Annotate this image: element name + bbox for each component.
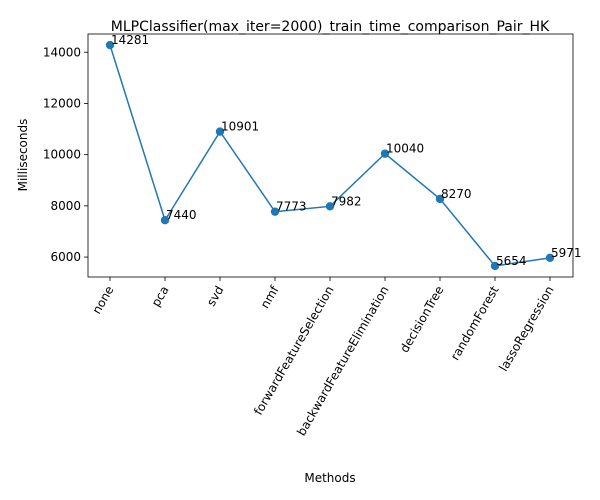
data-point bbox=[490, 261, 500, 271]
data-label: 7982 bbox=[331, 194, 362, 208]
data-point bbox=[270, 207, 280, 216]
data-label: 10901 bbox=[221, 120, 259, 134]
x-tick-label: decisionTree bbox=[397, 284, 446, 355]
x-tick-label: lassoRegression bbox=[496, 284, 556, 374]
x-tick-label: nmf bbox=[258, 283, 282, 311]
data-label: 14281 bbox=[111, 33, 149, 47]
data-label: 8270 bbox=[441, 187, 472, 201]
data-point bbox=[215, 127, 225, 136]
plot-frame bbox=[87, 33, 574, 278]
x-tick-label: pca bbox=[149, 284, 172, 310]
data-point bbox=[160, 216, 170, 225]
data-label: 5971 bbox=[551, 246, 582, 260]
y-axis-label: Milliseconds bbox=[16, 119, 30, 192]
chart-title: MLPClassifier(max_iter=2000)_train_time_… bbox=[111, 19, 550, 35]
y-tick-label: 6000 bbox=[50, 250, 81, 264]
data-point bbox=[380, 149, 390, 158]
data-point bbox=[325, 202, 335, 211]
y-tick-label: 14000 bbox=[43, 45, 81, 59]
data-point bbox=[545, 253, 555, 263]
y-tick-label: 8000 bbox=[50, 199, 81, 213]
x-tick-label: none bbox=[90, 284, 117, 317]
data-label: 7440 bbox=[166, 208, 197, 222]
x-tick-label: randomForest bbox=[448, 283, 502, 362]
data-point bbox=[435, 194, 445, 204]
data-label: 7773 bbox=[276, 200, 307, 214]
y-tick-label: 10000 bbox=[43, 148, 81, 162]
x-tick-label: backwardFeatureElimination bbox=[294, 284, 391, 439]
y-tick-label: 12000 bbox=[43, 96, 81, 110]
data-label: 10040 bbox=[386, 142, 424, 156]
series-line bbox=[109, 44, 551, 267]
data-label: 5654 bbox=[496, 254, 527, 268]
data-point bbox=[105, 40, 115, 50]
x-axis-label: Methods bbox=[304, 471, 355, 485]
x-tick-label: svd bbox=[204, 284, 227, 309]
